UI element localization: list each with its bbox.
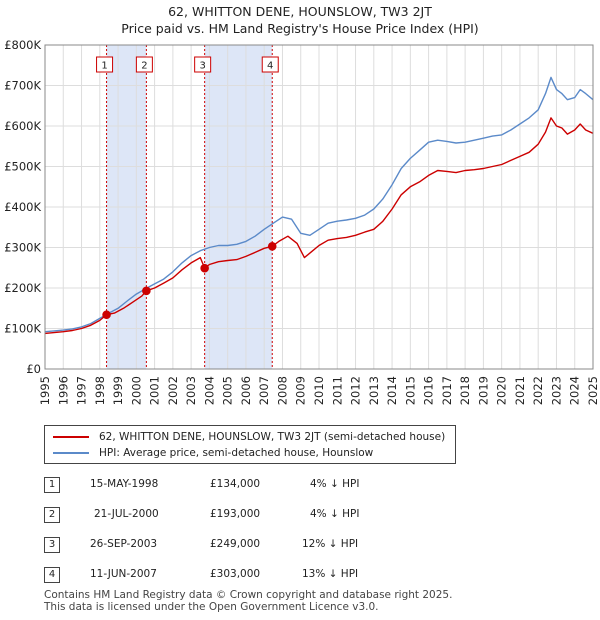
- price-chart: 1 2 3 4 £0 £100K £200K £300K £400K £500K £600K £700…: [4, 38, 600, 405]
- sale-hpi-diff: 12% ↓ HPI: [302, 538, 359, 550]
- legend-label-property: 62, WHITTON DENE, HOUNSLOW, TW3 2JT (sem…: [99, 431, 446, 443]
- x-tick-label: 1997: [75, 376, 89, 405]
- sale-label-text: 1: [101, 61, 107, 72]
- x-tick-label: 2009: [294, 376, 308, 405]
- sale-label-border: [194, 56, 212, 73]
- y-tick-label: £800K: [4, 38, 41, 52]
- sale-price: £249,000: [210, 538, 261, 550]
- sale-price: £193,000: [210, 508, 261, 520]
- x-tick-label: 2013: [367, 376, 381, 405]
- sale-hpi-diff: 4% ↓ HPI: [310, 478, 360, 490]
- x-tick-label: 2014: [385, 376, 399, 405]
- x-tick-label: 1995: [38, 376, 52, 405]
- x-tick-label: 2020: [495, 376, 509, 405]
- sale-price: £134,000: [210, 478, 261, 490]
- sale-row: 1 15-MAY-1998 £134,000 4% ↓ HPI: [44, 477, 564, 493]
- sale-label-border: [261, 56, 279, 73]
- sale-label-border: [135, 56, 153, 73]
- sale-row: 2 21-JUL-2000 £193,000 4% ↓ HPI: [44, 507, 564, 523]
- y-tick-label: £400K: [4, 200, 41, 214]
- x-tick-label: 2002: [166, 376, 180, 405]
- y-tick-label: £0: [26, 362, 41, 376]
- x-tick-label: 2015: [403, 376, 417, 405]
- legend-label-hpi: HPI: Average price, semi-detached house,…: [99, 447, 374, 459]
- chart-title: 62, WHITTON DENE, HOUNSLOW, TW3 2JT: [168, 4, 432, 19]
- sale-label-box: 1: [96, 56, 114, 73]
- sale-label-text: 3: [199, 61, 205, 72]
- sale-date: 15-MAY-1998: [90, 478, 159, 490]
- x-tick-label: 2021: [513, 376, 527, 405]
- legend: 62, WHITTON DENE, HOUNSLOW, TW3 2JT (sem…: [44, 425, 456, 464]
- y-tick-label: £100K: [4, 322, 41, 336]
- sale-label-box: 4: [261, 56, 279, 73]
- x-tick-label: 1996: [56, 376, 70, 405]
- sale-label-box: 2: [135, 56, 153, 73]
- legend-item-hpi: HPI: Average price, semi-detached house,…: [53, 445, 373, 461]
- x-tick-label: 2022: [531, 376, 545, 405]
- footer-attribution: Contains HM Land Registry data © Crown c…: [44, 589, 452, 613]
- sale-number: 2: [44, 507, 60, 523]
- x-tick-label: 2006: [239, 376, 253, 405]
- sale-point: [200, 263, 209, 273]
- sale-date: 26-SEP-2003: [90, 538, 158, 550]
- footer-line-1: Contains HM Land Registry data © Crown c…: [44, 589, 453, 601]
- x-tick-label: 2011: [330, 376, 344, 405]
- sale-date: 21-JUL-2000: [94, 508, 159, 520]
- sale-number: 4: [44, 567, 60, 583]
- chart-subtitle: Price paid vs. HM Land Registry's House …: [121, 21, 479, 36]
- x-tick-label: 2008: [275, 376, 289, 405]
- legend-item-property: 62, WHITTON DENE, HOUNSLOW, TW3 2JT (sem…: [53, 429, 445, 445]
- x-tick-label: 2012: [349, 376, 363, 405]
- x-tick-label: 2003: [184, 376, 198, 405]
- sale-point: [142, 286, 151, 296]
- y-tick-label: £300K: [4, 241, 41, 255]
- sale-point: [267, 241, 277, 251]
- y-tick-label: £600K: [4, 119, 41, 133]
- sale-label-text: 2: [141, 61, 147, 72]
- sale-hpi-diff: 4% ↓ HPI: [310, 508, 360, 520]
- chart-title-block: 62, WHITTON DENE, HOUNSLOW, TW3 2JT Pric…: [0, 0, 600, 37]
- sale-price: £303,000: [210, 568, 261, 580]
- x-tick-label: 2001: [148, 376, 162, 405]
- plot-border: [44, 44, 594, 370]
- x-tick-label: 2007: [257, 376, 271, 405]
- x-tick-label: 2010: [312, 376, 326, 405]
- series-line-hpi: [44, 76, 594, 333]
- sale-row: 4 11-JUN-2007 £303,000 13% ↓ HPI: [44, 567, 564, 583]
- sale-label-box: 3: [194, 56, 212, 73]
- footer-line-2: This data is licensed under the Open Gov…: [44, 601, 379, 613]
- sale-number: 3: [44, 537, 60, 553]
- x-tick-label: 2023: [549, 376, 563, 405]
- sale-point: [102, 310, 111, 320]
- x-tick-label: 2005: [221, 376, 235, 405]
- x-tick-label: 2024: [568, 376, 582, 405]
- x-tick-label: 1999: [111, 376, 125, 405]
- legend-swatch-hpi: [53, 452, 89, 454]
- sale-date: 11-JUN-2007: [90, 568, 157, 580]
- sale-label-text: 4: [267, 61, 273, 72]
- x-tick-label: 2017: [440, 376, 454, 405]
- sale-row: 3 26-SEP-2003 £249,000 12% ↓ HPI: [44, 537, 564, 553]
- x-tick-label: 2025: [586, 376, 600, 405]
- y-tick-label: £700K: [4, 79, 41, 93]
- x-tick-label: 2019: [476, 376, 490, 405]
- legend-swatch-property: [53, 436, 89, 438]
- series-line-property: [44, 117, 594, 335]
- x-tick-label: 2004: [202, 376, 216, 405]
- x-tick-label: 2018: [458, 376, 472, 405]
- sale-number: 1: [44, 477, 60, 493]
- y-tick-label: £500K: [4, 160, 41, 174]
- x-tick-label: 1998: [93, 376, 107, 405]
- x-tick-label: 2016: [422, 376, 436, 405]
- x-tick-label: 2000: [129, 376, 143, 405]
- sale-hpi-diff: 13% ↓ HPI: [302, 568, 359, 580]
- sale-label-border: [96, 56, 114, 73]
- y-tick-label: £200K: [4, 281, 41, 295]
